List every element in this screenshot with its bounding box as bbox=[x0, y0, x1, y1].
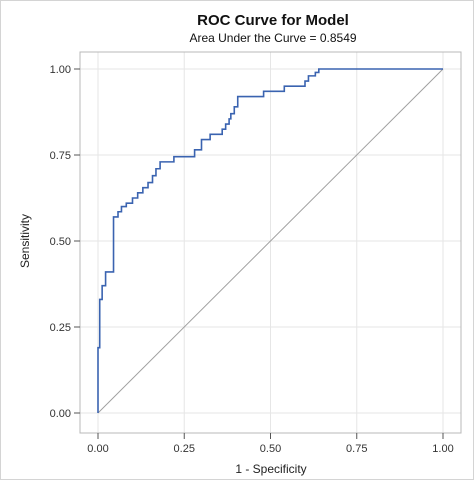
x-tick-label: 0.75 bbox=[346, 443, 367, 455]
x-tick-label: 0.00 bbox=[87, 443, 108, 455]
grid-layer bbox=[80, 52, 461, 433]
x-tick-label: 0.25 bbox=[174, 443, 195, 455]
y-axis-label: Sensitivity bbox=[18, 214, 32, 268]
y-tick-label: 0.50 bbox=[50, 236, 71, 248]
x-tick-label: 0.50 bbox=[260, 443, 281, 455]
reference-diagonal-line bbox=[97, 68, 444, 414]
y-tick-label: 0.75 bbox=[50, 150, 71, 162]
roc-curve-line bbox=[97, 68, 443, 413]
chart-title: ROC Curve for Model bbox=[197, 12, 349, 29]
chart-subtitle: Area Under the Curve = 0.8549 bbox=[189, 31, 356, 45]
x-axis-label: 1 - Specificity bbox=[235, 462, 306, 476]
y-tick-label: 0.25 bbox=[50, 322, 71, 334]
y-tick-label: 1.00 bbox=[50, 64, 71, 76]
series-layer bbox=[97, 68, 444, 414]
x-tick-label: 1.00 bbox=[432, 443, 453, 455]
y-tick-label: 0.00 bbox=[50, 408, 71, 420]
axis-layer: 0.00 0.25 0.50 0.75 1.00 0.00 0.25 0.50 0.75 1.00 bbox=[50, 64, 454, 455]
